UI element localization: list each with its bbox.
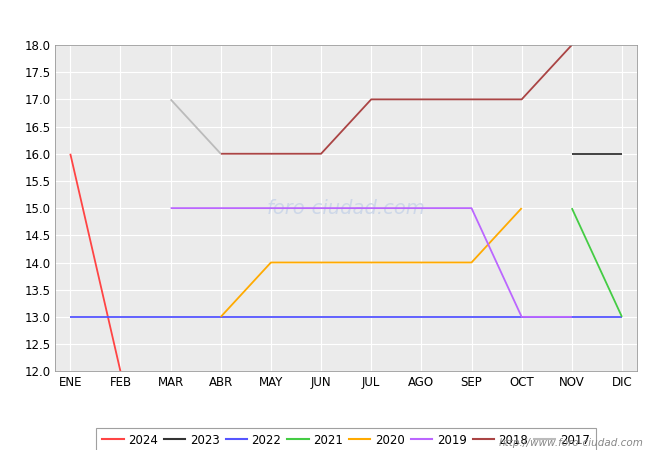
Text: foro-ciudad.com: foro-ciudad.com (266, 198, 426, 218)
Legend: 2024, 2023, 2022, 2021, 2020, 2019, 2018, 2017: 2024, 2023, 2022, 2021, 2020, 2019, 2018… (96, 428, 596, 450)
Text: Afiliados en Trasobares a 31/5/2024: Afiliados en Trasobares a 31/5/2024 (182, 11, 468, 26)
Text: http://www.foro-ciudad.com: http://www.foro-ciudad.com (499, 438, 644, 448)
